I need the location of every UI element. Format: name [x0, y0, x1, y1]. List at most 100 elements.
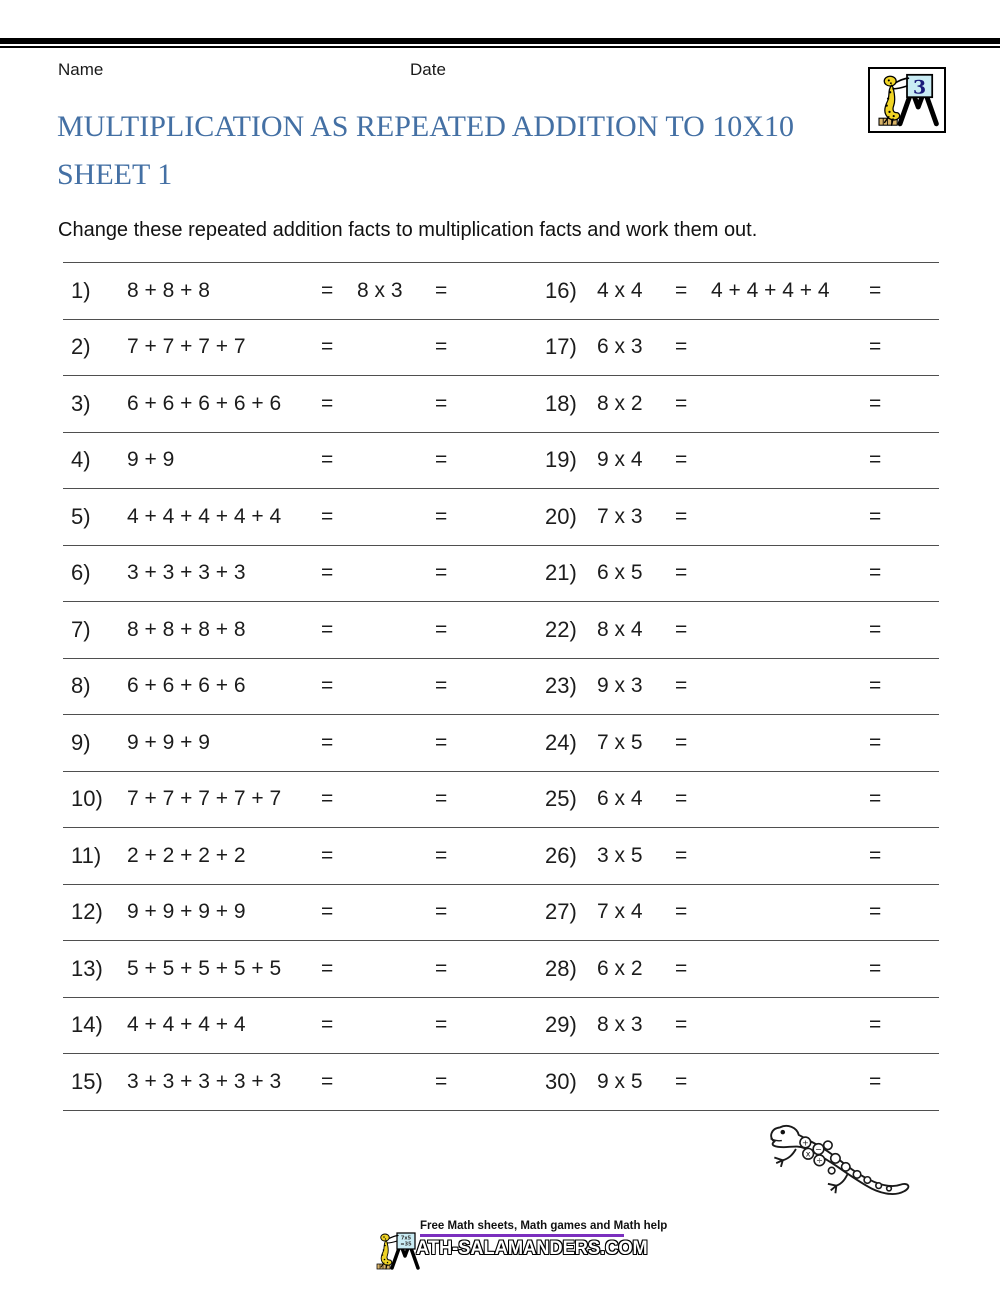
- logo-board-number: 3: [913, 77, 926, 99]
- equals-sign: =: [321, 956, 334, 980]
- problem-number-left: 5): [71, 503, 91, 529]
- name-field-label: Name: [58, 60, 104, 79]
- svg-text:=35: =35: [400, 1242, 412, 1248]
- equals-sign: =: [321, 391, 334, 415]
- addition-expression: 6 + 6 + 6 + 6: [127, 674, 246, 698]
- problem-row: 14) 4 + 4 + 4 + 4 = = 29) 8 x 3 = =: [63, 998, 939, 1054]
- addition-expression: 3 + 3 + 3 + 3: [127, 561, 246, 585]
- equals-sign: =: [675, 561, 688, 585]
- multiplication-expression: 6 x 4: [597, 787, 643, 811]
- problem-row: 4) 9 + 9 = = 19) 9 x 4 = =: [63, 433, 939, 489]
- page-title: MULTIPLICATION AS REPEATED ADDITION TO 1…: [57, 103, 957, 199]
- addition-expression: 8 + 8 + 8 + 8: [127, 617, 246, 641]
- equals-sign: =: [869, 278, 882, 302]
- equals-sign: =: [321, 843, 334, 867]
- problem-row: 7) 8 + 8 + 8 + 8 = = 22) 8 x 4 = =: [63, 602, 939, 659]
- svg-text:−: −: [815, 1145, 822, 1154]
- problem-number-right: 21): [545, 560, 577, 586]
- problem-number-left: 4): [71, 447, 91, 473]
- equals-sign: =: [675, 391, 688, 415]
- problem-number-left: 13): [71, 955, 103, 981]
- equals-sign: =: [435, 335, 448, 359]
- addition-expression: 7 + 7 + 7 + 7: [127, 335, 246, 359]
- multiplication-expression: 7 x 4: [597, 900, 643, 924]
- problem-row: 12) 9 + 9 + 9 + 9 = = 27) 7 x 4 = =: [63, 885, 939, 941]
- equals-sign: =: [435, 617, 448, 641]
- problem-number-right: 30): [545, 1068, 577, 1094]
- instruction-text: Change these repeated addition facts to …: [58, 219, 758, 241]
- problem-row: 3) 6 + 6 + 6 + 6 + 6 = = 18) 8 x 2 = =: [63, 376, 939, 433]
- multiplication-expression: 9 x 3: [597, 674, 643, 698]
- salamander-drawing: + − x ÷: [770, 1124, 910, 1195]
- equals-sign: =: [675, 448, 688, 472]
- equals-sign: =: [675, 1069, 688, 1093]
- multiplication-expression: 7 x 5: [597, 730, 643, 754]
- equals-sign: =: [435, 1013, 448, 1037]
- equals-sign: =: [869, 391, 882, 415]
- equals-sign: =: [869, 504, 882, 528]
- problem-number-left: 15): [71, 1068, 103, 1094]
- problem-number-right: 29): [545, 1012, 577, 1038]
- multiplication-expression: 4 x 4: [597, 278, 643, 302]
- addition-expression: 7 + 7 + 7 + 7 + 7: [127, 787, 282, 811]
- multiplication-expression: 8 x 3: [597, 1013, 643, 1037]
- addition-expression: 3 + 3 + 3 + 3 + 3: [127, 1069, 282, 1093]
- problem-number-right: 26): [545, 842, 577, 868]
- equals-sign: =: [869, 448, 882, 472]
- problem-number-left: 10): [71, 786, 103, 812]
- equals-sign: =: [435, 900, 448, 924]
- equals-sign: =: [869, 561, 882, 585]
- equals-sign: =: [869, 730, 882, 754]
- equals-sign: =: [435, 730, 448, 754]
- problem-number-left: 9): [71, 729, 91, 755]
- problems-table: 1) 8 + 8 + 8 = 8 x 3 = 16) 4 x 4 = 4 + 4 + 4 + 4…: [63, 262, 939, 1111]
- problem-number-right: 19): [545, 447, 577, 473]
- equals-sign: =: [321, 900, 334, 924]
- problem-number-right: 18): [545, 390, 577, 416]
- multiplication-expression: 3 x 5: [597, 843, 643, 867]
- problem-number-left: 3): [71, 390, 91, 416]
- page-title-line2: SHEET 1: [57, 158, 173, 191]
- problem-number-left: 8): [71, 673, 91, 699]
- equals-sign: =: [675, 335, 688, 359]
- equals-sign: =: [435, 504, 448, 528]
- problem-row: 9) 9 + 9 + 9 = = 24) 7 x 5 = =: [63, 715, 939, 772]
- problem-number-right: 28): [545, 955, 577, 981]
- svg-text:x: x: [806, 1150, 811, 1159]
- problem-row: 8) 6 + 6 + 6 + 6 = = 23) 9 x 3 = =: [63, 659, 939, 715]
- equals-sign: =: [321, 278, 334, 302]
- addition-expression: 6 + 6 + 6 + 6 + 6: [127, 391, 282, 415]
- equals-sign: =: [869, 617, 882, 641]
- problem-number-left: 6): [71, 560, 91, 586]
- equals-sign: =: [869, 1013, 882, 1037]
- footer-purple-rule: [420, 1234, 624, 1237]
- equals-sign: =: [675, 787, 688, 811]
- addition-expression: 4 + 4 + 4 + 4 + 4: [127, 504, 282, 528]
- equals-sign: =: [675, 674, 688, 698]
- equals-sign: =: [675, 843, 688, 867]
- problem-row: 15) 3 + 3 + 3 + 3 + 3 = = 30) 9 x 5 = =: [63, 1054, 939, 1111]
- problem-number-right: 20): [545, 503, 577, 529]
- equals-sign: =: [869, 900, 882, 924]
- equals-sign: =: [321, 335, 334, 359]
- equals-sign: =: [869, 1069, 882, 1093]
- equals-sign: =: [435, 1069, 448, 1093]
- equals-sign: =: [435, 391, 448, 415]
- addition-expression: 5 + 5 + 5 + 5 + 5: [127, 956, 282, 980]
- addition-answer-space: 4 + 4 + 4 + 4: [711, 278, 830, 302]
- footer-salamander-easel-icon: 7x5 =35: [375, 1231, 420, 1271]
- multiplication-expression: 9 x 5: [597, 1069, 643, 1093]
- problem-number-right: 17): [545, 334, 577, 360]
- problem-row: 11) 2 + 2 + 2 + 2 = = 26) 3 x 5 = =: [63, 828, 939, 885]
- equals-sign: =: [321, 787, 334, 811]
- addition-expression: 9 + 9 + 9 + 9: [127, 900, 246, 924]
- equals-sign: =: [675, 504, 688, 528]
- problem-number-left: 12): [71, 899, 103, 925]
- equals-sign: =: [675, 617, 688, 641]
- equals-sign: =: [869, 787, 882, 811]
- salamander-easel-icon: 3: [872, 71, 942, 129]
- problem-number-right: 27): [545, 899, 577, 925]
- equals-sign: =: [321, 617, 334, 641]
- equals-sign: =: [321, 504, 334, 528]
